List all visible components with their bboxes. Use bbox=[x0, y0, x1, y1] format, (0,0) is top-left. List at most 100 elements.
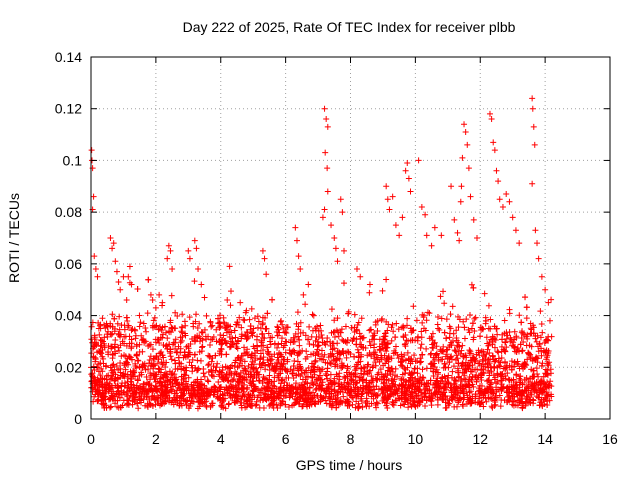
data-point bbox=[366, 369, 373, 376]
data-point bbox=[400, 323, 407, 330]
data-point bbox=[508, 366, 515, 373]
data-point bbox=[124, 400, 131, 407]
data-point bbox=[434, 314, 441, 321]
data-point bbox=[165, 242, 172, 249]
data-point bbox=[324, 188, 331, 195]
data-point bbox=[109, 245, 116, 252]
data-point bbox=[282, 401, 289, 408]
data-point bbox=[128, 345, 135, 352]
data-point bbox=[250, 388, 257, 395]
data-point bbox=[214, 360, 221, 367]
data-point bbox=[506, 377, 513, 384]
data-point bbox=[233, 344, 240, 351]
data-point bbox=[376, 358, 383, 365]
y-tick-label: 0 bbox=[74, 411, 82, 427]
data-point bbox=[140, 383, 147, 390]
data-point bbox=[387, 390, 394, 397]
data-point bbox=[543, 356, 550, 363]
data-point bbox=[266, 351, 273, 358]
data-point bbox=[407, 325, 414, 332]
data-point bbox=[257, 356, 264, 363]
data-point bbox=[149, 346, 156, 353]
data-point bbox=[341, 280, 347, 287]
data-point bbox=[207, 392, 214, 399]
data-point bbox=[209, 400, 216, 407]
data-point bbox=[159, 374, 166, 381]
data-point bbox=[108, 331, 115, 338]
data-point bbox=[468, 281, 475, 288]
data-point bbox=[356, 377, 363, 384]
data-point bbox=[201, 373, 208, 380]
data-point bbox=[191, 278, 198, 285]
data-point bbox=[399, 363, 406, 370]
data-point bbox=[168, 292, 175, 299]
data-point bbox=[290, 338, 297, 345]
data-point bbox=[503, 191, 510, 198]
data-point bbox=[372, 392, 379, 399]
x-tick-label: 10 bbox=[408, 431, 424, 447]
data-point bbox=[342, 375, 349, 382]
data-point bbox=[228, 329, 235, 336]
data-point bbox=[337, 329, 344, 336]
data-point bbox=[422, 403, 429, 410]
data-point bbox=[492, 392, 499, 399]
data-point bbox=[175, 343, 182, 350]
data-point bbox=[210, 333, 217, 340]
data-point bbox=[265, 361, 272, 368]
data-point bbox=[348, 377, 355, 384]
data-point bbox=[163, 359, 170, 366]
data-point bbox=[183, 401, 190, 408]
data-point bbox=[343, 349, 350, 356]
data-point bbox=[200, 390, 207, 397]
data-point bbox=[447, 311, 454, 318]
data-point bbox=[492, 374, 499, 381]
data-point bbox=[217, 323, 224, 330]
data-point bbox=[379, 390, 386, 397]
data-point bbox=[112, 258, 119, 265]
data-point bbox=[290, 363, 297, 370]
y-axis-label: ROTI / TECUs bbox=[6, 193, 22, 283]
data-point bbox=[304, 380, 311, 387]
data-point bbox=[254, 342, 261, 349]
data-point bbox=[97, 372, 104, 379]
data-point bbox=[320, 356, 327, 363]
data-point bbox=[398, 392, 405, 399]
data-point bbox=[324, 365, 331, 372]
data-point bbox=[529, 105, 536, 112]
data-point bbox=[129, 398, 136, 405]
data-point bbox=[538, 320, 545, 327]
data-point bbox=[125, 397, 132, 404]
data-point bbox=[535, 255, 542, 262]
data-point bbox=[243, 307, 250, 314]
data-point bbox=[254, 324, 261, 331]
data-point bbox=[369, 332, 376, 339]
data-point bbox=[128, 381, 135, 388]
data-point bbox=[358, 315, 365, 322]
data-point bbox=[527, 375, 534, 382]
data-point bbox=[157, 402, 164, 409]
data-point bbox=[402, 167, 409, 174]
data-point bbox=[426, 310, 433, 317]
data-point bbox=[418, 380, 425, 387]
data-point bbox=[502, 339, 509, 346]
data-point bbox=[389, 401, 396, 408]
y-tick-label: 0.12 bbox=[55, 101, 82, 117]
data-point bbox=[206, 353, 213, 360]
data-point bbox=[348, 324, 355, 331]
data-point bbox=[205, 362, 212, 369]
data-point bbox=[434, 321, 441, 328]
data-point bbox=[316, 372, 323, 379]
data-point bbox=[222, 339, 229, 346]
data-point bbox=[419, 351, 426, 358]
data-point bbox=[110, 240, 117, 247]
data-point bbox=[399, 214, 406, 221]
data-point bbox=[420, 313, 427, 320]
data-point bbox=[142, 338, 149, 345]
data-point bbox=[387, 371, 394, 378]
data-point bbox=[99, 383, 106, 390]
data-point bbox=[360, 385, 367, 392]
data-point bbox=[296, 342, 303, 349]
data-point bbox=[332, 395, 339, 402]
data-point bbox=[118, 383, 125, 390]
data-point bbox=[266, 366, 273, 373]
